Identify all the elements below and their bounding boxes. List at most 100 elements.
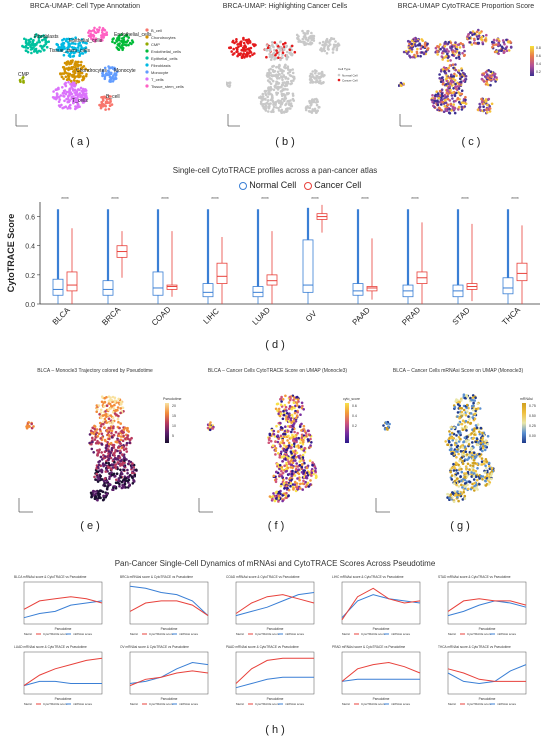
legend-item-label: mRNAsi score (391, 702, 411, 706)
panel-c-umap: 0.8 0.6 0.4 0.2 (398, 28, 541, 127)
cytotrace-line (235, 594, 315, 614)
cytotrace-line (341, 587, 421, 621)
box-LIHC-normal (202, 209, 214, 304)
legend-item-label: Chondrocytes (151, 35, 176, 40)
colorbar-tick: 0.2 (352, 424, 357, 428)
panel-a-umap: Fibroblasts Epithelial_cells Tissue_stem_c… (15, 26, 184, 127)
cluster-label: Endothelial_cells (114, 32, 152, 38)
legend-item-label: CytoTRACE score (43, 702, 68, 706)
box-STAD-cancer (466, 223, 478, 302)
significance-label: **** (211, 197, 219, 203)
pseudotime-plot-8: PAAD mRNAsi score & CytoTRACE vs Pseudot… (226, 645, 315, 706)
panel-b-title: BRCA-UMAP: Highlighting Cancer Cells (222, 3, 348, 10)
legend-dot (145, 56, 149, 60)
legend-item-label: CytoTRACE score (149, 702, 174, 706)
legend-item-label: CMP (151, 42, 160, 47)
panel-f-umap: cyto_score 0.6 0.4 0.2 (198, 394, 360, 513)
cytotrace-line (341, 661, 421, 682)
colorbar-tick: 0.6 (352, 404, 357, 408)
colorbar-tick: 0.6 (536, 54, 541, 58)
panel-f-title: BLCA – Cancer Cells CytoTRACE Score on U… (207, 368, 348, 374)
pseudotime-plot-1: BLCA mRNAsi score & CytoTRACE vs Pseudot… (14, 575, 103, 636)
legend-label: Metric (342, 702, 351, 706)
cluster-label: B_cell (106, 94, 120, 100)
legend-dot (145, 70, 149, 74)
x-axis-label: Pseudotime (161, 627, 178, 631)
mrnasi-line (129, 585, 209, 616)
y-tick-label: 0.6 (25, 215, 35, 222)
box-LUAD-cancer (266, 231, 278, 304)
colorbar-tick: 0.50 (529, 414, 536, 418)
x-tick-label: BRCA (100, 305, 123, 328)
plot-title: LIHC mRNAsi score & CytoTRACE vs Pseudot… (332, 575, 404, 579)
x-axis-label: Pseudotime (373, 697, 390, 701)
panel-h-title: Pan-Cancer Single-Cell Dynamics of mRNAs… (114, 559, 436, 568)
panel-c-label: ( c ) (461, 136, 481, 148)
box-OV-cancer (316, 204, 328, 233)
box-BRCA-normal (102, 209, 114, 304)
plot-title: LUAD mRNAsi score & CytoTRACE vs Pseudot… (14, 645, 87, 649)
legend-item-label: Fibroblasts (151, 63, 171, 68)
colorbar-tick: 5 (172, 434, 174, 438)
legend-item-label: Epithelial_cells (151, 56, 177, 61)
pseudotime-plot-7: OV mRNAsi score & CytoTRACE vs Pseudotim… (120, 645, 209, 706)
plot-title: BLCA mRNAsi score & CytoTRACE vs Pseudot… (14, 575, 87, 579)
plot-title: COAD mRNAsi score & CytoTRACE vs Pseudot… (226, 575, 300, 579)
x-tick-label: THCA (500, 305, 522, 327)
cyto-points (398, 28, 513, 115)
colorbar-tick: 0.25 (529, 424, 536, 428)
x-tick-label: OV (304, 308, 319, 323)
colorbar-tick: 0.2 (536, 70, 541, 74)
x-axis-label: Pseudotime (161, 697, 178, 701)
plot-title: PAAD mRNAsi score & CytoTRACE vs Pseudot… (226, 645, 299, 649)
x-axis-label: Pseudotime (373, 627, 390, 631)
x-tick-label: PRAD (400, 305, 422, 327)
highlight-points (226, 29, 341, 114)
plot-frame (341, 651, 421, 695)
pseudotime-plot-3: COAD mRNAsi score & CytoTRACE vs Pseudot… (226, 575, 315, 636)
legend-dot (145, 77, 149, 81)
significance-label: **** (61, 197, 69, 203)
panel-f-label: ( f ) (267, 520, 285, 532)
cluster-label: Fibroblasts (34, 34, 59, 40)
box-COAD-normal (152, 209, 164, 304)
box-BLCA-cancer (66, 228, 78, 304)
legend-dot (337, 78, 341, 82)
cluster-label: Monocyte (114, 68, 136, 74)
x-tick-label: LUAD (251, 305, 273, 327)
legend-label: Metric (130, 702, 139, 706)
mrnasi-line (129, 661, 209, 684)
pseudotime-plot-9: PRAD mRNAsi score & CytoTRACE vs Pseudot… (332, 645, 421, 706)
plot-title: THCA mRNAsi score & CytoTRACE vs Pseudot… (438, 645, 511, 649)
legend-label: Metric (24, 702, 33, 706)
legend-cancer-swatch (303, 181, 312, 190)
significance-label: **** (311, 197, 319, 203)
trajectory-points (382, 393, 495, 503)
colorbar (345, 403, 349, 443)
box-PAAD-cancer (366, 238, 378, 300)
pseudotime-plot-4: LIHC mRNAsi score & CytoTRACE vs Pseudot… (332, 575, 421, 636)
legend-item-label: Monocyte (151, 70, 169, 75)
plot-frame (447, 651, 527, 695)
panel-a-title: BRCA-UMAP: Cell Type Annotation (30, 3, 140, 10)
mrnasi-line (235, 592, 315, 617)
mrnasi-line (341, 594, 421, 619)
cytotrace-line (23, 596, 103, 610)
cytotrace-line (447, 598, 527, 612)
panel-g-umap: mRNAsi 0.75 0.50 0.25 0.00 (375, 393, 536, 513)
plot-title: BRCA mRNAsi score & CytoTRACE vs Pseudot… (120, 575, 193, 579)
box-BLCA-normal (52, 209, 64, 304)
plot-frame (129, 581, 209, 625)
colorbar (522, 403, 526, 443)
mrnasi-line (23, 680, 102, 687)
cluster-label: Epithelial_cells (69, 38, 103, 44)
colorbar-title: cyto_score (343, 397, 360, 401)
panel-h-label: ( h ) (265, 724, 285, 736)
significance-label: **** (511, 197, 519, 203)
legend-item-label: mRNAsi score (179, 702, 199, 706)
box-STAD-normal (452, 209, 464, 304)
legend-item-label: CytoTRACE score (467, 632, 492, 636)
plot-frame (447, 581, 527, 625)
mrnasi-line (341, 678, 420, 682)
legend-item-label: B_cell (151, 28, 162, 33)
